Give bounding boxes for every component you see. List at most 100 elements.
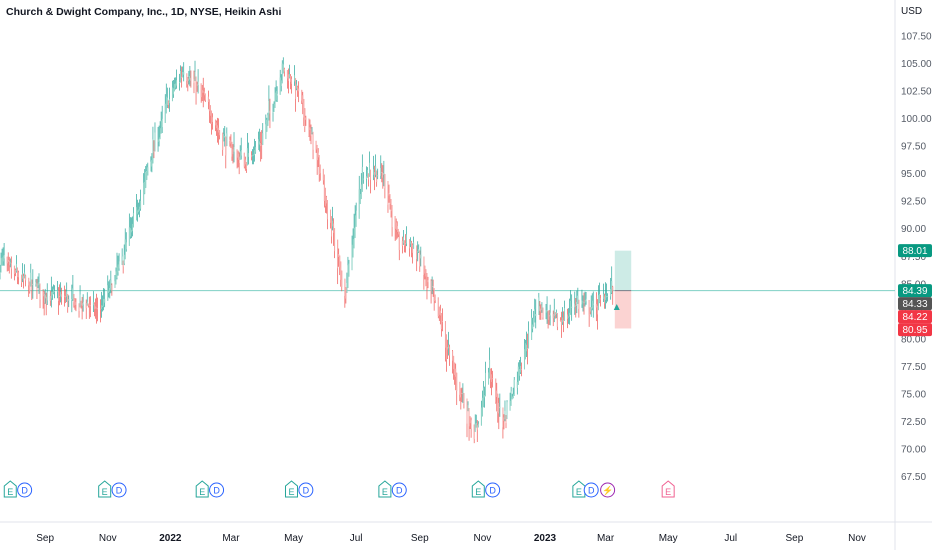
candle-body <box>295 78 297 99</box>
candle-body <box>540 308 542 312</box>
position-loss-zone[interactable] <box>614 290 632 329</box>
candle-body <box>325 196 327 204</box>
earnings-icon[interactable] <box>378 480 392 498</box>
candle-body <box>456 372 458 392</box>
candle-body <box>187 77 189 85</box>
candle-body <box>43 293 45 303</box>
candle-body <box>353 227 355 249</box>
candle-body <box>491 374 493 383</box>
candle-body <box>28 277 30 286</box>
candle-body <box>542 307 544 318</box>
candle-body <box>437 297 439 317</box>
candle-body <box>454 362 456 375</box>
candle-body <box>470 420 472 429</box>
candle-body <box>272 111 274 113</box>
candle-body <box>578 299 580 309</box>
candle-body <box>56 290 58 292</box>
candle-body <box>367 173 369 180</box>
earnings-icon[interactable] <box>471 480 485 498</box>
candle-body <box>355 210 357 227</box>
candle-body <box>345 287 347 299</box>
event-letter: D <box>489 486 496 496</box>
candle-body <box>138 209 140 213</box>
candle-body <box>554 312 556 316</box>
candle-body <box>346 283 348 293</box>
dividend-icon[interactable] <box>583 482 599 498</box>
candle-body <box>117 264 119 273</box>
candle-body <box>322 168 324 181</box>
y-tick-label: 92.50 <box>901 197 926 208</box>
event-letter: E <box>475 487 481 497</box>
candle-body <box>200 83 202 98</box>
candle-body <box>547 310 549 320</box>
candle-body <box>239 151 241 160</box>
dividend-icon[interactable] <box>17 482 33 498</box>
candle-body <box>440 313 442 329</box>
candle-body <box>179 82 181 84</box>
candle-body <box>575 305 577 307</box>
candle-body <box>510 391 512 406</box>
candle-body <box>360 184 362 200</box>
dividend-icon[interactable] <box>111 482 127 498</box>
candle-body <box>526 344 528 352</box>
position-profit-zone[interactable] <box>614 250 632 291</box>
earnings-icon[interactable] <box>284 480 298 498</box>
candle-body <box>111 284 113 291</box>
candle-body <box>589 307 591 312</box>
candle-body <box>374 171 376 178</box>
candle-body <box>51 291 53 296</box>
earnings-icon[interactable] <box>3 480 17 498</box>
candle-body <box>100 308 102 310</box>
candle-body <box>73 293 75 303</box>
candle-body <box>391 205 393 228</box>
candle-body <box>597 295 599 311</box>
earnings-icon[interactable] <box>195 480 209 498</box>
candle-body <box>282 64 284 74</box>
y-tick-label: 77.50 <box>901 362 926 373</box>
dividend-icon[interactable] <box>485 482 501 498</box>
dividend-icon[interactable] <box>391 482 407 498</box>
candle-body <box>167 101 169 105</box>
candle-body <box>132 213 134 228</box>
candle-body <box>171 87 173 102</box>
candle-body <box>66 291 68 297</box>
y-tick-label: 75.00 <box>901 390 926 401</box>
candle-body <box>576 301 578 307</box>
candle-body <box>596 305 598 315</box>
candle-body <box>570 300 572 315</box>
candle-body <box>298 88 300 92</box>
candle-body <box>489 359 491 379</box>
candle-body <box>168 99 170 104</box>
earnings-icon[interactable] <box>98 480 112 498</box>
candle-body <box>219 130 221 136</box>
candle-body <box>151 160 153 167</box>
candle-body <box>286 70 288 79</box>
candle-body <box>21 274 23 283</box>
candle-body <box>223 133 225 142</box>
candle-body <box>85 303 87 309</box>
split-icon[interactable] <box>600 482 616 498</box>
candle-body <box>513 379 515 396</box>
x-tick-label: Jul <box>350 533 363 544</box>
candle-body <box>339 255 341 268</box>
candle-body <box>449 346 451 356</box>
candle-body <box>224 135 226 138</box>
price-label-text: 84.22 <box>902 312 927 323</box>
candle-body <box>567 314 569 319</box>
candle-body <box>453 355 455 370</box>
upcoming-earnings-icon[interactable] <box>661 480 675 498</box>
dividend-icon[interactable] <box>209 482 225 498</box>
candle-body <box>296 84 298 89</box>
candle-body <box>539 306 541 311</box>
candle-body <box>525 343 527 360</box>
x-tick-label: Sep <box>36 533 54 544</box>
candle-body <box>283 68 285 72</box>
candle-body <box>232 149 234 155</box>
candle-body <box>8 260 10 266</box>
candle-body <box>143 182 145 205</box>
candle-body <box>466 398 468 424</box>
dividend-icon[interactable] <box>298 482 314 498</box>
candle-body <box>25 275 27 281</box>
